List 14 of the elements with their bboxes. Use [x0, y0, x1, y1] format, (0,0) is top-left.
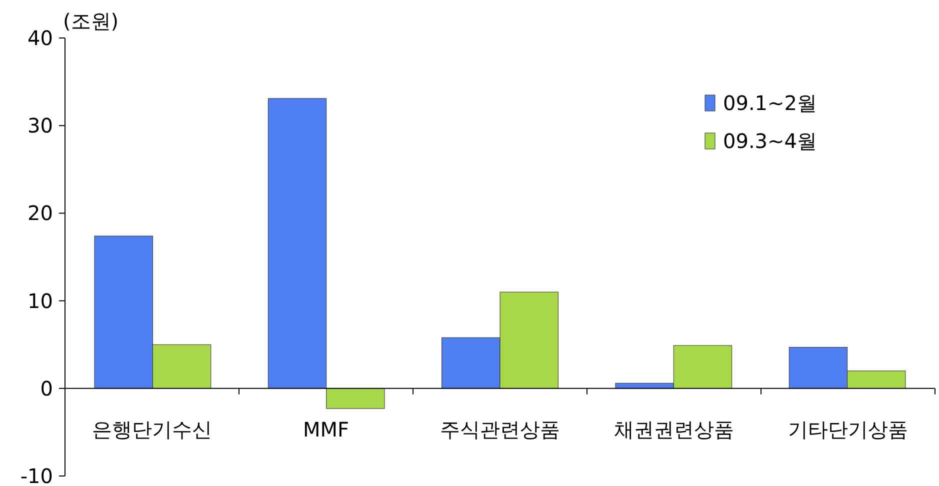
y-tick-label: 10	[28, 288, 53, 313]
y-tick-label: 20	[28, 201, 53, 226]
x-tick-label: MMF	[302, 417, 350, 442]
y-tick-label: 30	[28, 114, 53, 138]
legend-label: 09.1~2월	[723, 91, 818, 115]
x-tick-label: 주식관련상품	[440, 417, 560, 442]
x-tick-label: 채권권련상품	[614, 417, 734, 442]
y-tick-label: 40	[28, 26, 53, 50]
y-tick-label: -10	[20, 464, 53, 486]
x-tick-label: 기타단기상품	[788, 417, 908, 442]
y-axis-title: (조원)	[63, 9, 119, 33]
legend-label: 09.3~4월	[723, 129, 818, 153]
y-tick-label: 0	[40, 376, 53, 400]
x-tick-label: 은행단기수신	[92, 417, 212, 442]
